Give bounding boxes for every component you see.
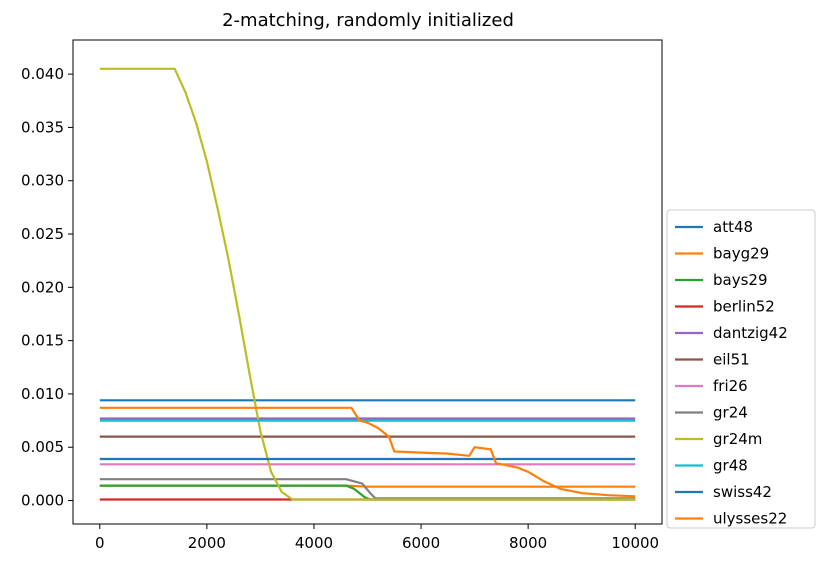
chart-title: 2-matching, randomly initialized [222, 10, 514, 31]
x-tick-label: 4000 [295, 534, 333, 552]
y-tick-label: 0.030 [21, 172, 64, 190]
legend-label-berlin52: berlin52 [713, 298, 775, 316]
y-tick-label: 0.005 [21, 438, 64, 456]
y-tick-label: 0.025 [21, 225, 64, 243]
plot-frame [72, 39, 663, 525]
y-axis: 0.000 0.005 0.010 0.015 0.020 0.025 0.030 0.035… [21, 65, 73, 510]
x-tick-label: 8000 [509, 534, 547, 552]
y-tick-label: 0.010 [21, 385, 64, 403]
legend-label-dantzig42: dantzig42 [713, 324, 788, 342]
x-tick-label: 0 [95, 534, 105, 552]
y-tick-label: 0.035 [21, 118, 64, 136]
legend-label-bayg29: bayg29 [713, 245, 769, 263]
legend-box [666, 209, 816, 529]
legend-label-att48: att48 [713, 218, 753, 236]
y-tick-label: 0.020 [21, 278, 64, 296]
legend-label-fri26: fri26 [713, 377, 748, 395]
x-axis: 0 2000 4000 6000 8000 10000 [95, 524, 659, 552]
x-tick-label: 2000 [188, 534, 226, 552]
series-line-ulysses22 [99, 406, 636, 498]
legend-label-eil51: eil51 [713, 351, 750, 369]
legend-label-bays29: bays29 [713, 271, 768, 289]
legend-label-gr24m: gr24m [713, 430, 762, 448]
y-tick-label: 0.000 [21, 492, 64, 510]
plot-area [72, 39, 663, 525]
series-line-gr24m [99, 67, 636, 501]
legend-label-gr48: gr48 [713, 457, 748, 475]
legend-label-ulysses22: ulysses22 [713, 510, 787, 528]
legend: att48 bayg29 bays29 berlin52 dantzig42 eil51 f… [666, 209, 816, 529]
series-line-gr24 [99, 478, 636, 500]
legend-label-swiss42: swiss42 [713, 483, 772, 501]
y-tick-label: 0.015 [21, 332, 64, 350]
legend-label-gr24: gr24 [713, 404, 748, 422]
x-tick-label: 6000 [402, 534, 440, 552]
x-tick-label: 10000 [611, 534, 659, 552]
y-tick-label: 0.040 [21, 65, 64, 83]
